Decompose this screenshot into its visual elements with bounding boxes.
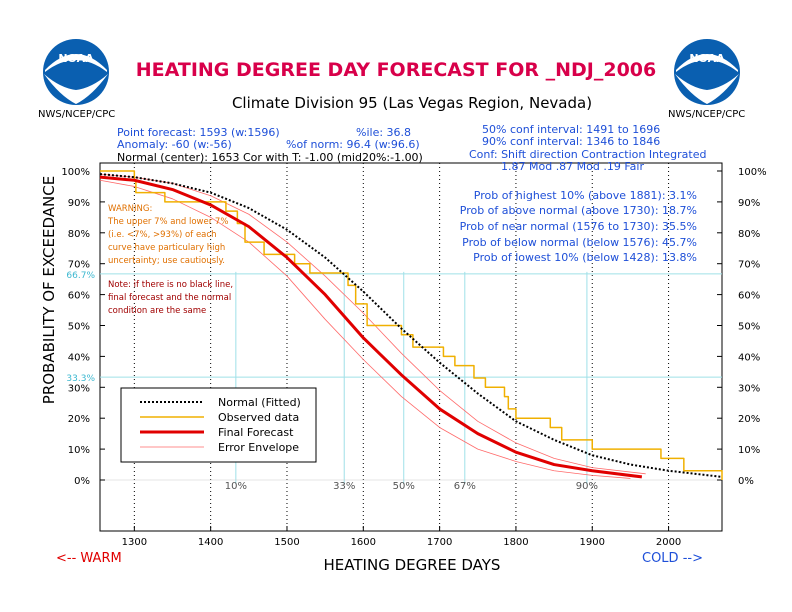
note-line-1: Note: if there is no black line, [108,280,233,290]
y-tick-label-right-10: 100% [738,167,767,178]
x-axis-label: HEATING DEGREE DAYS [324,556,501,574]
warning-note: WARNING: The upper 7% and lower 7% (i.e.… [107,204,228,266]
note-line-2: final forecast and the normal [108,293,231,303]
percentile-label-90: 90% [576,481,598,492]
y-tick-label-right-2: 20% [738,414,760,425]
x-tick-label-1300: 1300 [122,537,147,548]
info-conf-header: Conf: Shift direction Contraction Integr… [469,148,706,161]
percentile-label-10: 10% [225,481,247,492]
x-tick-label-1600: 1600 [351,537,376,548]
y-tick-label-right-3: 30% [738,383,760,394]
warm-direction-label: <-- WARM [56,551,122,566]
series-line-0 [99,173,723,478]
y-tick-label-left-0: 0% [74,476,90,487]
y-tick-label-right-4: 40% [738,352,760,363]
series-line-1 [100,170,723,480]
percentile-label-33: 33% [333,481,355,492]
warning-line-3: (i.e. <7%, >93%) of each [108,230,216,240]
y-tick-label-right-7: 70% [738,260,760,271]
y-tick-label-right-1: 10% [738,445,760,456]
legend-label-normal: Normal (Fitted) [218,396,301,409]
y-axis-label: PROBABILITY OF EXCEEDANCE [40,176,58,404]
prob-highest-10: Prob of highest 10% (above 1881): 3.1% [474,189,697,202]
y-tick-label-right-6: 60% [738,291,760,302]
probability-block: Prob of highest 10% (above 1881): 3.1% P… [460,189,697,264]
y-tick-label-left-4: 40% [68,352,90,363]
y-tick-label-left-2: 20% [68,414,90,425]
y-tick-label-left-10: 100% [61,167,90,178]
x-tick-label-1400: 1400 [198,537,223,548]
percentile-markers: 10% 33% 50% 67% 90% [225,481,598,492]
x-tick-label-1900: 1900 [580,537,605,548]
legend-box [120,387,317,463]
series-line-4 [99,179,631,479]
plot-frame [99,162,723,532]
no-black-line-note: Note: if there is no black line, final f… [108,280,233,316]
info-anomaly: Anomaly: -60 (w:-56) [117,138,232,151]
x-tick-labels: 1300 1400 1500 1600 1700 1800 1900 2000 [122,526,681,548]
prob-below-normal: Prob of below normal (below 1576): 45.7% [462,236,697,249]
y-tick-label-left-3: 30% [68,383,90,394]
prob-above-normal: Prob of above normal (above 1730): 18.7% [460,204,697,217]
y-tick-label-left-1: 10% [68,445,90,456]
chart-subtitle: Climate Division 95 (Las Vegas Region, N… [232,94,592,112]
prob-lowest-10: Prob of lowest 10% (below 1428): 13.8% [473,251,697,264]
x-tick-label-1700: 1700 [427,537,452,548]
y-special-label-1: 33.3% [66,374,95,384]
warning-line-2: The upper 7% and lower 7% [107,217,228,227]
series-line-2 [99,175,643,479]
noaa-logo-text-right: NOAA [689,52,725,65]
y-tick-label-right-5: 50% [738,322,760,333]
percentile-label-67: 67% [454,481,476,492]
info-percent-of-normal: %of norm: 96.4 (w:96.6) [286,138,420,151]
y-tick-label-left-5: 50% [68,322,90,333]
cold-direction-label: COLD --> [642,551,703,566]
series-line-3 [99,173,646,475]
x-tick-label-1800: 1800 [503,537,528,548]
noaa-logo-left: NOAA [43,39,109,105]
chart-title: HEATING DEGREE DAY FORECAST FOR _NDJ_200… [136,59,656,81]
agency-label-right: NWS/NCEP/CPC [668,109,745,120]
y-tick-labels: 0% 0% 10% 10% 20% 20% 30% 30% 40% 40% 50% 50% 60% 60%… [61,167,766,487]
y-tick-label-right-0: 0% [738,476,754,487]
noaa-logo-right: NOAA [674,39,740,105]
y-tick-label-left-7: 70% [68,260,90,271]
warning-line-4: curve have particulary high [108,243,225,253]
warning-line-5: uncertainty; use cautiously. [108,256,225,266]
legend-label-forecast: Final Forecast [218,426,294,439]
info-percentile: %ile: 36.8 [356,126,411,139]
y-tick-label-left-9: 90% [68,198,90,209]
x-tick-label-2000: 2000 [656,537,681,548]
info-conf-50: 50% conf interval: 1491 to 1696 [482,123,660,136]
legend-label-envelope: Error Envelope [218,441,299,454]
chart-series [99,170,723,480]
prob-near-normal: Prob of near normal (1576 to 1730): 35.5… [460,220,697,233]
x-tick-label-1500: 1500 [274,537,299,548]
y-tick-label-right-8: 80% [738,229,760,240]
y-tick-label-right-9: 90% [738,198,760,209]
warning-line-1: WARNING: [108,204,152,214]
y-tick-label-left-6: 60% [68,291,90,302]
info-normal-center: Normal (center): 1653 Cor with T: -1.00 … [117,151,423,164]
y-special-label-0: 66.7% [66,271,95,281]
legend-label-observed: Observed data [218,411,299,424]
percentile-label-50: 50% [393,481,415,492]
legend: Normal (Fitted) Observed data Final Fore… [120,387,317,463]
noaa-logo-text-left: NOAA [58,52,94,65]
y-tick-label-left-8: 80% [68,229,90,240]
info-conf-values: 1.87 Mod .87 Mod .19 Fair [501,160,644,173]
info-conf-90: 90% conf interval: 1346 to 1846 [482,135,660,148]
agency-label-left: NWS/NCEP/CPC [38,109,115,120]
note-line-3: condition are the same [108,306,206,316]
info-point-forecast: Point forecast: 1593 (w:1596) [117,126,280,139]
info-block: Point forecast: 1593 (w:1596) Anomaly: -… [117,123,706,173]
